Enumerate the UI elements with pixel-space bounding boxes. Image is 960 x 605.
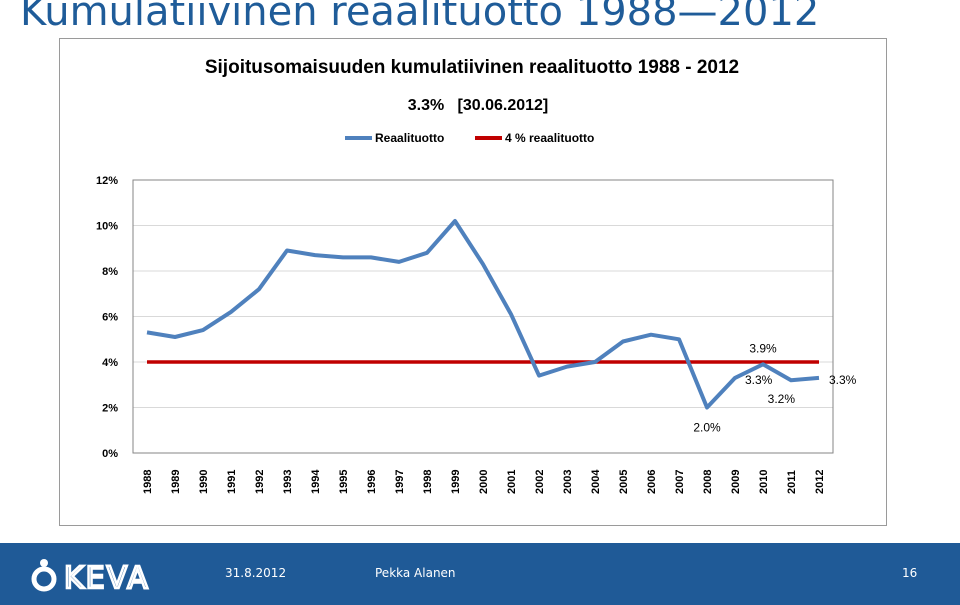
x-tick-label: 1995: [338, 470, 350, 494]
data-label: 3.3%: [745, 373, 773, 387]
x-tick-label: 2000: [478, 470, 490, 494]
footer-bar: KEVA 31.8.2012 Pekka Alanen 16: [0, 543, 960, 605]
legend-label-reaalituotto: Reaalituotto: [375, 131, 444, 145]
x-tick-label: 1997: [394, 470, 406, 494]
chart-title: Sijoitusomaisuuden kumulatiivinen reaali…: [205, 57, 739, 78]
footer-author: Pekka Alanen: [375, 566, 456, 580]
x-tick-label: 2004: [590, 469, 602, 494]
x-tick-label: 2007: [674, 470, 686, 494]
x-tick-label: 1993: [282, 470, 294, 494]
x-tick-label: 1994: [310, 469, 322, 494]
x-tick-label: 2006: [646, 470, 658, 494]
x-tick-label: 2001: [506, 470, 518, 494]
y-tick-label: 6%: [102, 312, 118, 324]
x-tick-label: 1991: [226, 470, 238, 494]
x-tick-label: 2012: [814, 470, 826, 494]
data-label: 3.2%: [768, 392, 796, 406]
x-tick-label: 1988: [142, 470, 154, 494]
x-tick-label: 2011: [786, 470, 798, 494]
y-tick-label: 8%: [102, 266, 118, 278]
y-tick-label: 12%: [96, 175, 118, 187]
y-tick-label: 4%: [102, 357, 118, 369]
x-tick-label: 2008: [702, 470, 714, 494]
line-chart: Sijoitusomaisuuden kumulatiivinen reaali…: [96, 57, 857, 494]
x-tick-label: 2009: [730, 470, 742, 494]
x-tick-label: 2010: [758, 470, 770, 494]
logo-text: KEVA: [64, 561, 150, 593]
chart-frame: [59, 38, 887, 526]
y-tick-label: 0%: [102, 448, 118, 460]
series-line-reaalituotto: [146, 219, 820, 410]
page-number: 16: [902, 566, 918, 580]
x-tick-label: 2005: [618, 470, 630, 494]
x-tick-label: 1989: [170, 470, 182, 494]
footer-date: 31.8.2012: [225, 566, 287, 580]
legend: Reaalituotto 4 % reaalituotto: [345, 131, 594, 145]
y-tick-label: 10%: [96, 221, 118, 233]
x-tick-label: 1990: [198, 470, 210, 494]
x-tick-label: 1998: [422, 470, 434, 494]
data-label: 2.0%: [693, 421, 721, 435]
slide-title: Kumulatiivinen reaalituotto 1988—2012: [20, 0, 820, 35]
x-tick-label: 1992: [254, 470, 266, 494]
legend-label-4pct: 4 % reaalituotto: [505, 131, 594, 145]
x-tick-label: 1999: [450, 470, 462, 494]
keva-logo: KEVA: [31, 559, 150, 593]
x-tick-label: 2003: [562, 470, 574, 494]
chart-subtitle: 3.3% [30.06.2012]: [408, 97, 549, 114]
y-tick-label: 2%: [102, 403, 118, 415]
data-label: 3.9%: [749, 341, 777, 355]
data-label: 3.3%: [829, 373, 857, 387]
plot-area: [132, 179, 834, 454]
x-tick-label: 2002: [534, 470, 546, 494]
x-tick-label: 1996: [366, 470, 378, 494]
